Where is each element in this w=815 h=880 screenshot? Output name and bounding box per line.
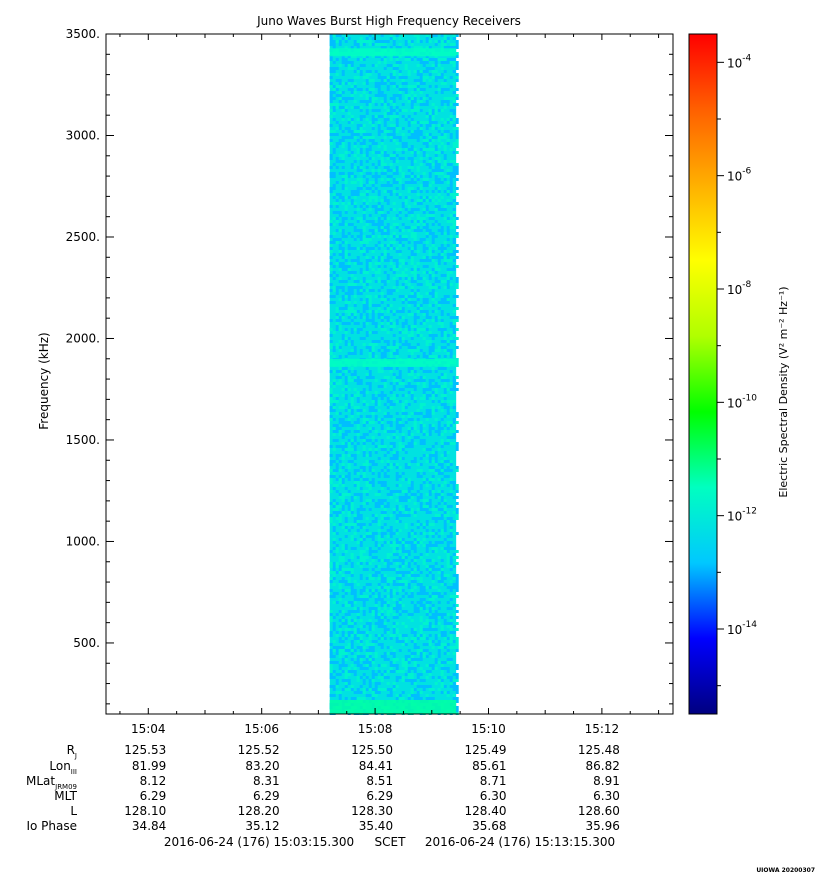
ephemeris-value: 8.91: [593, 774, 620, 788]
ephemeris-value: 35.40: [359, 819, 393, 833]
ephemeris-value: 6.30: [593, 789, 620, 803]
y-tick-label: 1500.: [66, 433, 100, 447]
x-tick-label: 15:06: [244, 722, 279, 736]
colorbar-tick-label: 10-12: [727, 507, 757, 524]
ephemeris-value: 125.50: [351, 743, 393, 757]
plot-frame: [105, 33, 674, 715]
ephemeris-value: 125.53: [124, 743, 166, 757]
y-axis-label: Frequency (kHz): [37, 332, 51, 429]
ephemeris-row-label: MLT: [54, 789, 77, 803]
ephemeris-row-label: Io Phase: [26, 819, 77, 833]
noise-low: [329, 34, 459, 715]
ephemeris-value: 125.49: [464, 743, 506, 757]
noise-high: [329, 34, 459, 715]
ephemeris-row-label: LonIII: [49, 759, 77, 776]
ephemeris-value: 128.60: [578, 804, 620, 818]
spectrogram-data-block: [329, 34, 459, 715]
ephemeris-value: 6.29: [253, 789, 280, 803]
y-tick-label: 500.: [73, 636, 100, 650]
colorbar-tick-label: 10-6: [727, 167, 752, 184]
x-tick-label: 15:04: [131, 722, 166, 736]
chart-title: Juno Waves Burst High Frequency Receiver…: [256, 14, 521, 28]
y-tick-label: 3500.: [66, 27, 100, 41]
spectrogram-noise: [329, 34, 459, 715]
ephemeris-value: 6.29: [140, 789, 167, 803]
x-axis: 15:04 15:06 15:08 15:10 15:12: [119, 34, 660, 736]
y-tick-label: 1000.: [66, 534, 100, 548]
ephemeris-value: 125.48: [578, 743, 620, 757]
ephemeris-row-label: MLatJRM09: [26, 774, 77, 791]
colorbar-label: Electric Spectral Density (V² m⁻² Hz⁻¹): [777, 286, 790, 497]
ephemeris-value: 84.41: [359, 759, 393, 773]
ephemeris-value: 35.96: [586, 819, 620, 833]
ephemeris-value: 8.51: [366, 774, 393, 788]
ephemeris-row-label: L: [70, 804, 77, 818]
ephemeris-value: 128.10: [124, 804, 166, 818]
plot-area: [105, 33, 674, 715]
ephemeris-value: 86.82: [586, 759, 620, 773]
ephemeris-row-label: RJ: [67, 743, 77, 760]
y-tick-label: 3000.: [66, 128, 100, 142]
colorbar-gradient: [688, 33, 718, 715]
y-axis: 500. 1000. 1500. 2000. 2500. 3000. 3500.: [66, 27, 673, 705]
ephemeris-value: 8.31: [253, 774, 280, 788]
colorbar: 10-14 10-12 10-10 10-8 10-6 10-4: [688, 33, 757, 715]
emission-band-2: [329, 358, 457, 367]
time-end: 2016-06-24 (176) 15:13:15.300: [425, 835, 615, 849]
colorbar-ticks: 10-14 10-12 10-10 10-8 10-6 10-4: [717, 53, 757, 687]
ephemeris-value: 8.12: [140, 774, 167, 788]
ephemeris-value: 83.20: [245, 759, 279, 773]
ephemeris-value: 85.61: [472, 759, 506, 773]
ephemeris-value: 128.30: [351, 804, 393, 818]
x-tick-label: 15:10: [471, 722, 506, 736]
x-tick-label: 15:08: [358, 722, 393, 736]
colorbar-tick-label: 10-8: [727, 280, 752, 297]
x-tick-label: 15:12: [585, 722, 620, 736]
ephemeris-table: RJ 125.53 125.52 125.50 125.49 125.48 LonIII 81…: [26, 743, 620, 833]
ephemeris-value: 35.68: [472, 819, 506, 833]
footer-stamp: UIOWA 20200307: [756, 867, 815, 874]
ephemeris-value: 8.71: [480, 774, 507, 788]
emission-band-3: [329, 48, 457, 57]
ephemeris-value: 6.30: [480, 789, 507, 803]
time-scet-label: SCET: [375, 835, 407, 849]
y-tick-label: 2000.: [66, 331, 100, 345]
colorbar-tick-label: 10-10: [727, 393, 757, 410]
ephemeris-value: 128.40: [464, 804, 506, 818]
ephemeris-value: 125.52: [238, 743, 280, 757]
ephemeris-value: 35.12: [245, 819, 279, 833]
ephemeris-value: 81.99: [132, 759, 166, 773]
colorbar-tick-label: 10-4: [727, 53, 752, 70]
ephemeris-value: 34.84: [132, 819, 166, 833]
y-tick-label: 2500.: [66, 230, 100, 244]
colorbar-tick-label: 10-14: [727, 620, 757, 637]
emission-band-1: [329, 700, 457, 714]
ephemeris-value: 6.29: [366, 789, 393, 803]
ephemeris-value: 128.20: [238, 804, 280, 818]
time-start: 2016-06-24 (176) 15:03:15.300: [164, 835, 354, 849]
